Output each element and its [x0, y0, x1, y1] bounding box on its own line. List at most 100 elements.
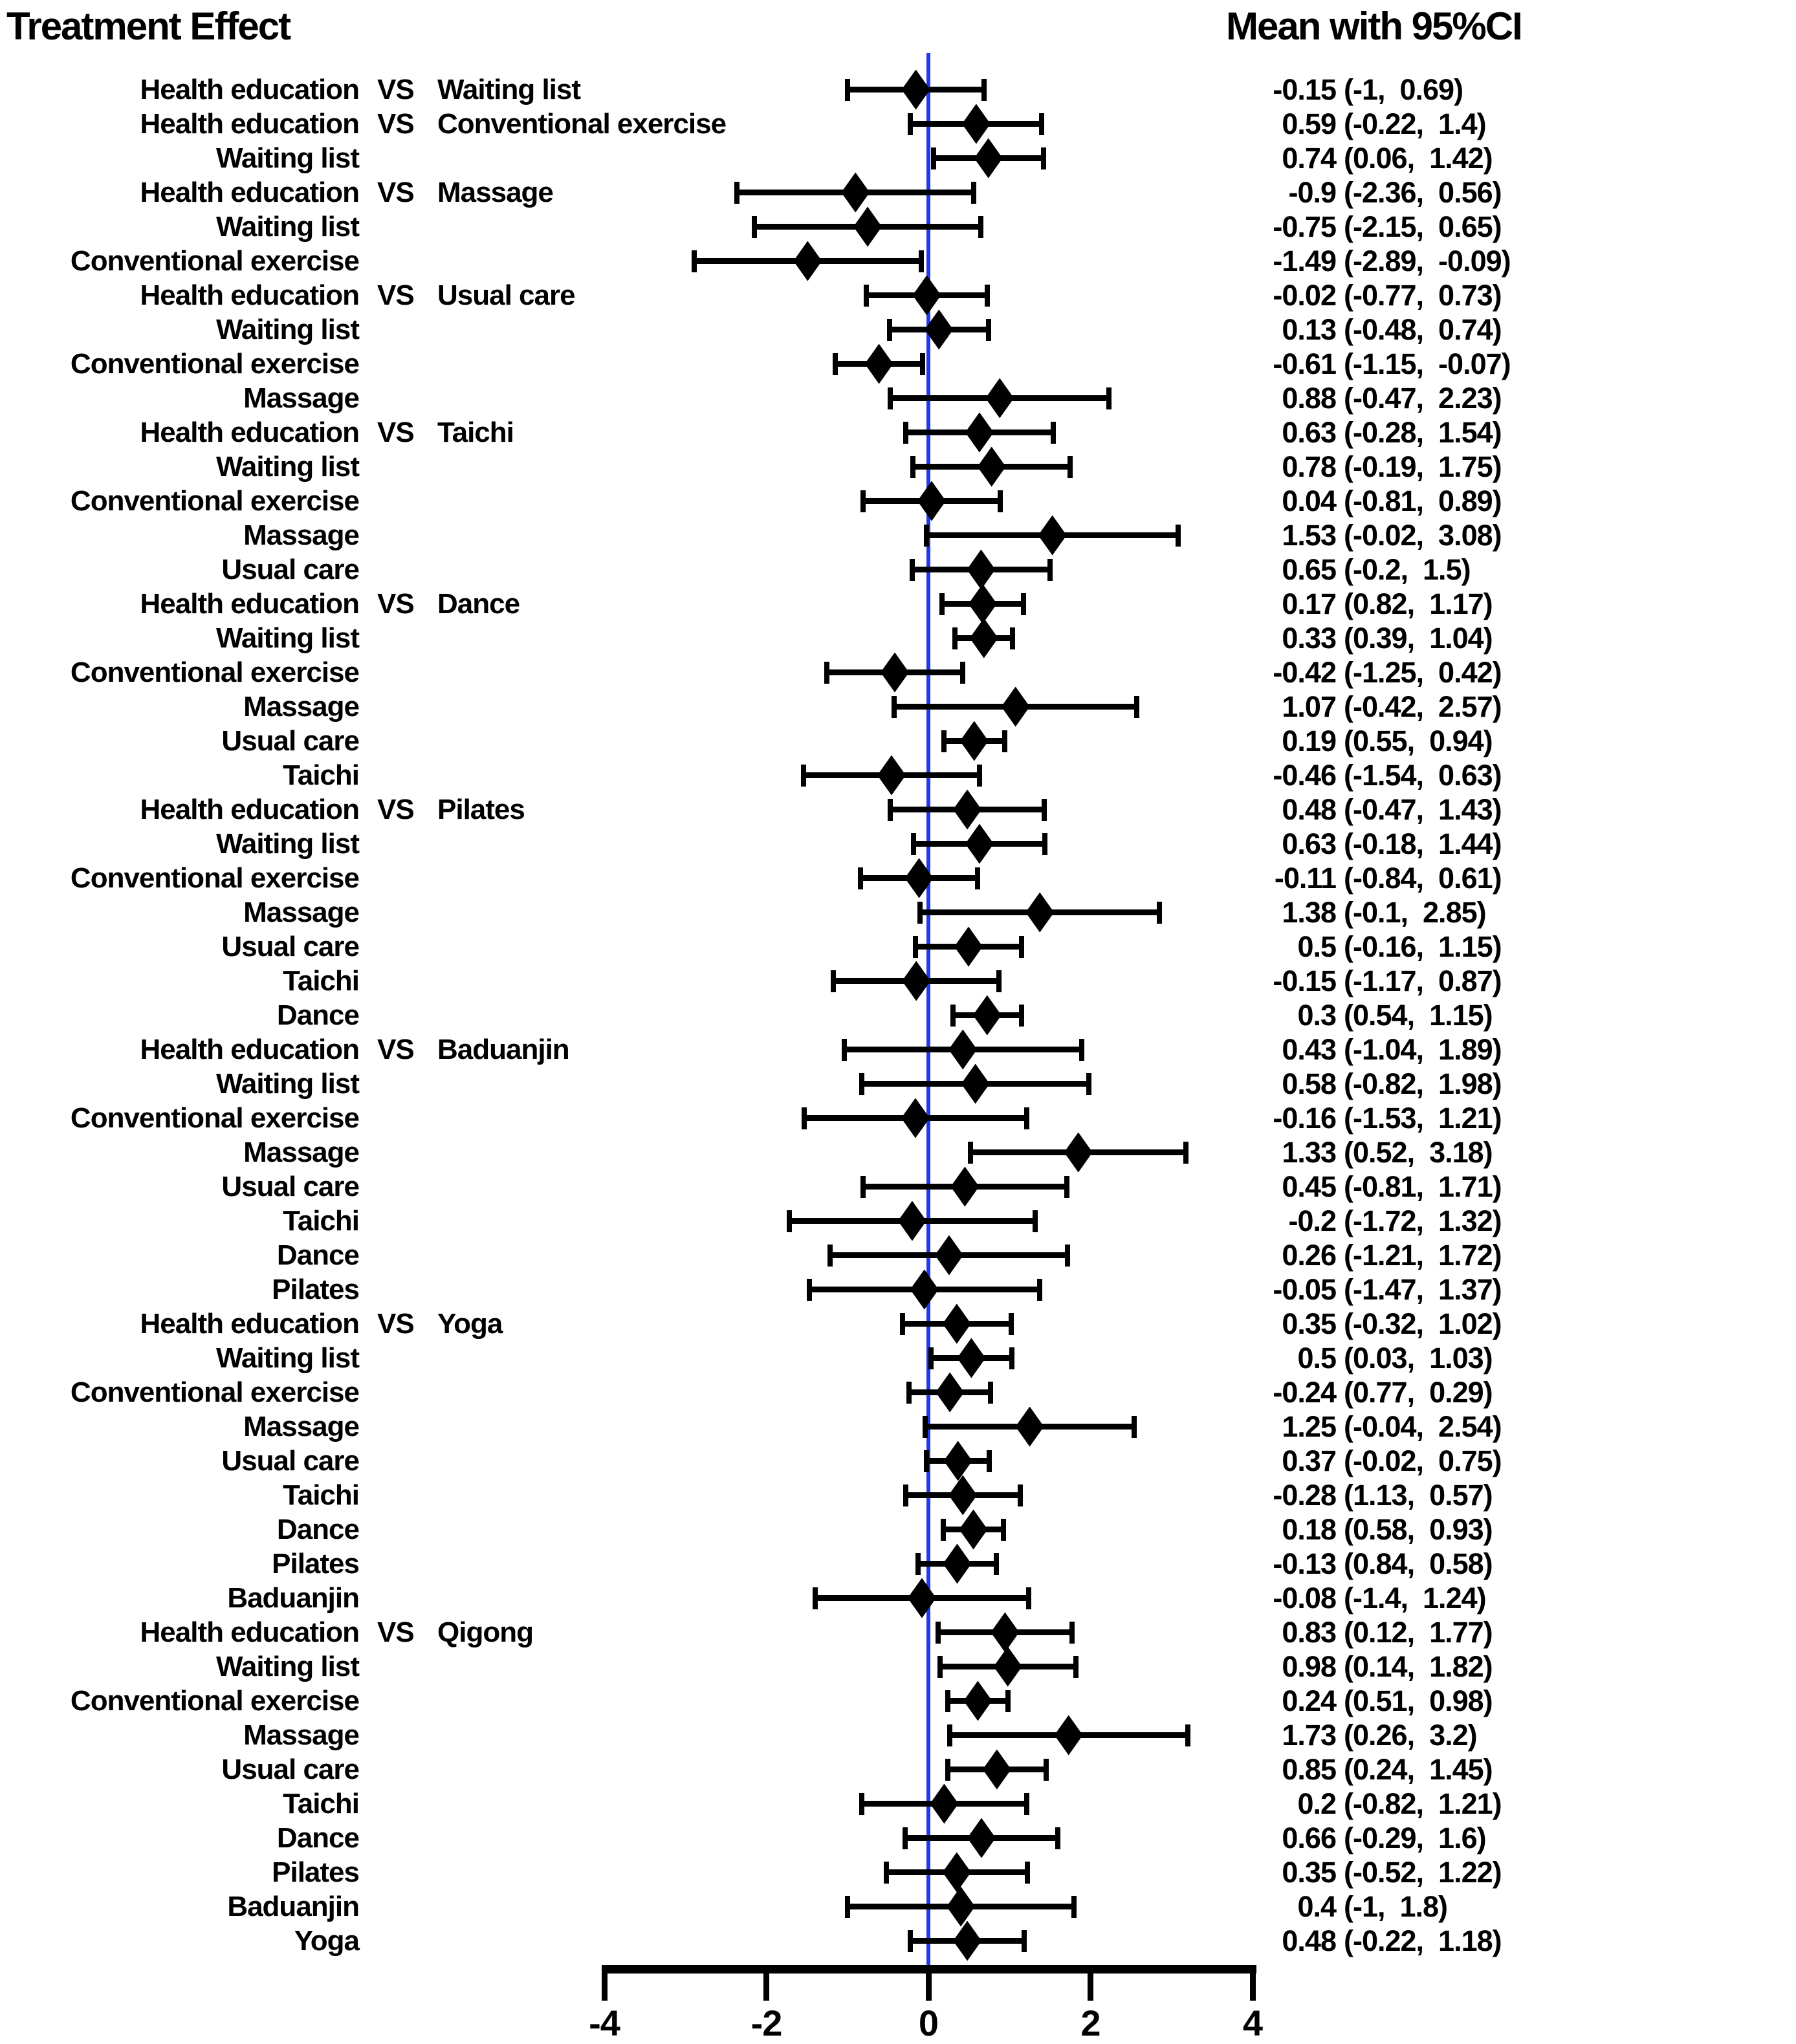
forest-row: Dance 0.18 (0.58, 0.93) [0, 1509, 1796, 1550]
mean-diamond [991, 1612, 1020, 1653]
ci-cap-left [947, 1724, 952, 1746]
mean-value: 0.48 [1282, 793, 1337, 826]
ci-value: (-0.02, 0.75) [1344, 1444, 1502, 1477]
forest-row: Health education VS Qigong 0.83 (0.12, 1.77) [0, 1612, 1796, 1653]
treatment-label: Massage [243, 1136, 360, 1168]
mean-value: 0.83 [1282, 1616, 1337, 1649]
mean-diamond [954, 926, 983, 967]
mean-diamond [925, 309, 954, 350]
ci-value: (-1, 0.69) [1344, 73, 1463, 106]
ci-cap-right [1036, 1278, 1042, 1301]
mean-diamond [901, 1098, 930, 1138]
ci-value: (-0.47, 1.43) [1344, 793, 1502, 826]
ci-value: (-0.18, 1.44) [1344, 827, 1502, 860]
mean-value: 0.48 [1282, 1924, 1337, 1957]
forest-row: Massage 1.53 (-0.02, 3.08) [0, 515, 1796, 556]
x-axis-tick [601, 1965, 608, 2001]
ci-cap-right [1009, 1347, 1014, 1369]
comparator-label: Qigong [437, 1616, 534, 1648]
ci-cap-right [1002, 730, 1007, 752]
mean-value: -0.28 [1273, 1479, 1337, 1512]
mean-diamond [943, 1441, 972, 1481]
mean-value: 0.18 [1282, 1513, 1337, 1546]
mean-diamond [897, 1201, 926, 1241]
mean-value: -0.16 [1273, 1102, 1337, 1135]
ci-cap-left [892, 695, 897, 718]
ci-value: (-1.47, 1.37) [1344, 1273, 1502, 1306]
mean-diamond [907, 1578, 936, 1618]
ci-cap-right [976, 764, 982, 787]
ci-cap-right [1042, 798, 1047, 821]
ci-cap-left [903, 1484, 908, 1506]
mean-diamond [972, 995, 1002, 1036]
ci-value: (-0.77, 0.73) [1344, 279, 1502, 312]
mean-diamond [1015, 1406, 1044, 1447]
comparator-label: Baduanjin [437, 1034, 570, 1065]
forest-row: Waiting list 0.33 (0.39, 1.04) [0, 618, 1796, 658]
mean-value: -0.13 [1273, 1547, 1337, 1580]
ci-cap-left [860, 490, 866, 512]
mean-value: 1.73 [1282, 1719, 1337, 1752]
mean-diamond [912, 275, 941, 316]
ci-cap-right [1024, 1861, 1030, 1884]
forest-row: Dance 0.66 (-0.29, 1.6) [0, 1818, 1796, 1858]
ci-cap-left [930, 147, 936, 169]
ci-cap-right [1065, 1244, 1071, 1267]
ci-value: (0.54, 1.15) [1344, 999, 1493, 1032]
ci-value: (0.84, 0.58) [1344, 1547, 1493, 1580]
treatment-label: Dance [276, 1514, 360, 1545]
treatment-label: Usual care [221, 1171, 360, 1202]
ci-cap-left [832, 353, 838, 375]
ci-cap-left [941, 730, 947, 752]
ci-cap-left [908, 1930, 914, 1952]
ci-value: (0.58, 0.93) [1344, 1513, 1493, 1546]
ci-value: (-1, 1.8) [1344, 1890, 1448, 1923]
forest-row: Waiting list 0.58 (-0.82, 1.98) [0, 1063, 1796, 1104]
zero-reference-line [926, 53, 930, 1965]
mean-diamond [930, 1783, 959, 1824]
x-axis-tick-label: -4 [589, 2003, 620, 2043]
treatment-label: Taichi [283, 1788, 360, 1820]
mean-value: 0.35 [1282, 1856, 1337, 1889]
mean-diamond [1025, 892, 1055, 933]
mean-value: -0.15 [1273, 964, 1337, 997]
comparator-label: Yoga [437, 1308, 503, 1340]
vs-label: VS [377, 279, 415, 311]
ci-cap-left [812, 1587, 818, 1609]
ci-value: (-0.19, 1.75) [1344, 450, 1502, 483]
ci-value: (-1.53, 1.21) [1344, 1102, 1502, 1135]
vs-label: VS [377, 74, 415, 105]
ci-value: (-1.72, 1.32) [1344, 1204, 1502, 1237]
forest-row: Baduanjin -0.08 (-1.4, 1.24) [0, 1578, 1796, 1618]
ci-value: (0.52, 3.18) [1344, 1136, 1493, 1169]
ci-value: (0.14, 1.82) [1344, 1650, 1493, 1683]
ci-cap-left [888, 798, 893, 821]
mean-diamond [947, 1886, 976, 1927]
ci-cap-right [1050, 421, 1056, 444]
treatment-label: Conventional exercise [70, 1102, 360, 1134]
forest-row: Conventional exercise -1.49 (-2.89, -0.09) [0, 241, 1796, 281]
vs-label: VS [377, 417, 415, 448]
forest-row: Massage 1.07 (-0.42, 2.57) [0, 686, 1796, 727]
vs-label: VS [377, 1308, 415, 1340]
forest-row: Usual care 0.65 (-0.2, 1.5) [0, 549, 1796, 590]
mean-diamond [950, 1166, 980, 1207]
forest-row: Usual care 0.19 (0.55, 0.94) [0, 721, 1796, 761]
mean-value: -1.49 [1273, 245, 1337, 277]
treatment-label: Usual care [221, 1754, 360, 1785]
treatment-label: Waiting list [215, 451, 360, 483]
forest-row: Taichi -0.28 (1.13, 0.57) [0, 1475, 1796, 1516]
mean-diamond [864, 343, 893, 384]
mean-value: 0.26 [1282, 1239, 1337, 1272]
ci-value: (-0.22, 1.18) [1344, 1924, 1502, 1957]
treatment-label: Dance [276, 999, 360, 1031]
treatment-label: Pilates [272, 1274, 360, 1305]
ci-cap-right [1040, 147, 1046, 169]
treatment-label: Health education [140, 177, 360, 208]
mean-diamond [1054, 1715, 1083, 1756]
ci-cap-left [912, 935, 918, 958]
forest-row: Health education VS Baduanjin 0.43 (-1.04, 1… [0, 1029, 1796, 1070]
forest-row: Waiting list 0.5 (0.03, 1.03) [0, 1338, 1796, 1378]
forest-row: Usual care 0.5 (-0.16, 1.15) [0, 926, 1796, 967]
ci-cap-right [1132, 1415, 1137, 1438]
